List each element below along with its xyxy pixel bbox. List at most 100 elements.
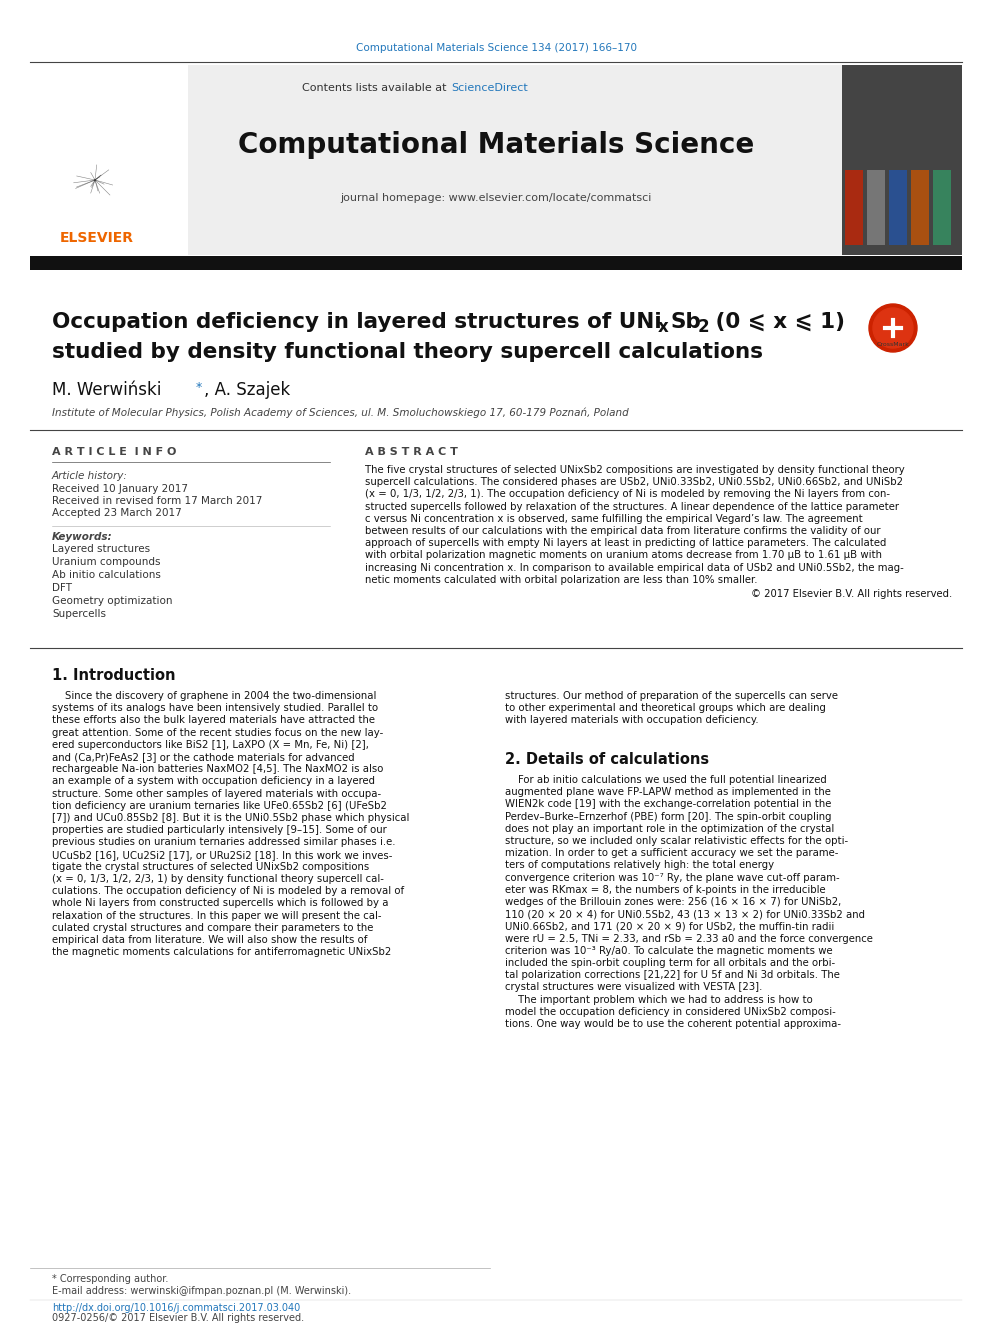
Text: culated crystal structures and compare their parameters to the: culated crystal structures and compare t… (52, 923, 373, 933)
Text: 110 (20 × 20 × 4) for UNi0.5Sb2, 43 (13 × 13 × 2) for UNi0.33Sb2 and: 110 (20 × 20 × 4) for UNi0.5Sb2, 43 (13 … (505, 909, 865, 919)
Text: (x = 0, 1/3, 1/2, 2/3, 1). The occupation deficiency of Ni is modeled by removin: (x = 0, 1/3, 1/2, 2/3, 1). The occupatio… (365, 490, 890, 499)
Bar (889, 169, 907, 245)
Text: tion deficiency are uranium ternaries like UFe0.65Sb2 [6] (UFeSb2: tion deficiency are uranium ternaries li… (52, 800, 387, 811)
Text: The important problem which we had to address is how to: The important problem which we had to ad… (505, 995, 812, 1004)
Text: Perdev–Burke–Ernzerhof (PBE) form [20]. The spin-orbit coupling: Perdev–Burke–Ernzerhof (PBE) form [20]. … (505, 811, 831, 822)
Text: ered superconductors like BiS2 [1], LaXPO (X = Mn, Fe, Ni) [2],: ered superconductors like BiS2 [1], LaXP… (52, 740, 369, 750)
Text: Since the discovery of graphene in 2004 the two-dimensional: Since the discovery of graphene in 2004 … (52, 691, 376, 701)
Text: the magnetic moments calculations for antiferromagnetic UNixSb2: the magnetic moments calculations for an… (52, 947, 391, 958)
Text: rechargeable Na-ion batteries NaxMO2 [4,5]. The NaxMO2 is also: rechargeable Na-ion batteries NaxMO2 [4,… (52, 765, 383, 774)
Text: Computational Materials Science: Computational Materials Science (238, 131, 754, 159)
Text: an example of a system with occupation deficiency in a layered: an example of a system with occupation d… (52, 777, 375, 786)
Text: culations. The occupation deficiency of Ni is modeled by a removal of: culations. The occupation deficiency of … (52, 886, 404, 896)
Text: augmented plane wave FP-LAPW method as implemented in the: augmented plane wave FP-LAPW method as i… (505, 787, 831, 798)
Text: with layered materials with occupation deficiency.: with layered materials with occupation d… (505, 716, 759, 725)
Text: E-mail address: werwinski@ifmpan.poznan.pl (M. Werwinski).: E-mail address: werwinski@ifmpan.poznan.… (52, 1286, 351, 1297)
Text: Article history:: Article history: (52, 471, 128, 482)
Text: ELSEVIER: ELSEVIER (60, 232, 134, 245)
Text: UNi0.66Sb2, and 171 (20 × 20 × 9) for USb2, the muffin-tin radii: UNi0.66Sb2, and 171 (20 × 20 × 9) for US… (505, 921, 834, 931)
Text: A R T I C L E  I N F O: A R T I C L E I N F O (52, 447, 177, 456)
Text: included the spin-orbit coupling term for all orbitals and the orbi-: included the spin-orbit coupling term fo… (505, 958, 835, 968)
Text: 1. Introduction: 1. Introduction (52, 668, 176, 684)
Text: For ab initio calculations we used the full potential linearized: For ab initio calculations we used the f… (505, 775, 826, 785)
Text: eter was RKmax = 8, the numbers of k-points in the irreducible: eter was RKmax = 8, the numbers of k-poi… (505, 885, 825, 894)
Text: Ab initio calculations: Ab initio calculations (52, 570, 161, 579)
Text: properties are studied particularly intensively [9–15]. Some of our: properties are studied particularly inte… (52, 826, 387, 835)
Text: structure. Some other samples of layered materials with occupa-: structure. Some other samples of layered… (52, 789, 381, 799)
Text: empirical data from literature. We will also show the results of: empirical data from literature. We will … (52, 935, 367, 945)
Text: does not play an important role in the optimization of the crystal: does not play an important role in the o… (505, 824, 834, 833)
Text: these efforts also the bulk layered materials have attracted the: these efforts also the bulk layered mate… (52, 716, 375, 725)
Text: netic moments calculated with orbital polarization are less than 10% smaller.: netic moments calculated with orbital po… (365, 574, 758, 585)
Bar (933, 169, 951, 245)
Text: supercell calculations. The considered phases are USb2, UNi0.33Sb2, UNi0.5Sb2, U: supercell calculations. The considered p… (365, 478, 903, 487)
Text: whole Ni layers from constructed supercells which is followed by a: whole Ni layers from constructed superce… (52, 898, 389, 909)
Text: 2: 2 (698, 318, 709, 336)
Text: great attention. Some of the recent studies focus on the new lay-: great attention. Some of the recent stud… (52, 728, 383, 738)
Text: 2. Details of calculations: 2. Details of calculations (505, 753, 709, 767)
Text: systems of its analogs have been intensively studied. Parallel to: systems of its analogs have been intensi… (52, 704, 378, 713)
Text: Accepted 23 March 2017: Accepted 23 March 2017 (52, 508, 182, 519)
Text: * Corresponding author.: * Corresponding author. (52, 1274, 169, 1285)
Text: , A. Szajek: , A. Szajek (204, 381, 291, 400)
Text: increasing Ni concentration x. In comparison to available empirical data of USb2: increasing Ni concentration x. In compar… (365, 562, 904, 573)
Text: mization. In order to get a sufficient accuracy we set the parame-: mization. In order to get a sufficient a… (505, 848, 838, 859)
Text: tal polarization corrections [21,22] for U 5f and Ni 3d orbitals. The: tal polarization corrections [21,22] for… (505, 970, 840, 980)
Text: Keywords:: Keywords: (52, 532, 113, 542)
Text: relaxation of the structures. In this paper we will present the cal-: relaxation of the structures. In this pa… (52, 910, 382, 921)
FancyBboxPatch shape (842, 65, 962, 255)
Bar (845, 169, 863, 245)
Text: tions. One way would be to use the coherent potential approxima-: tions. One way would be to use the coher… (505, 1019, 841, 1029)
Text: ScienceDirect: ScienceDirect (451, 83, 528, 93)
Text: journal homepage: www.elsevier.com/locate/commatsci: journal homepage: www.elsevier.com/locat… (340, 193, 652, 202)
Text: DFT: DFT (52, 583, 72, 593)
Text: tigate the crystal structures of selected UNixSb2 compositions: tigate the crystal structures of selecte… (52, 861, 369, 872)
FancyBboxPatch shape (30, 65, 962, 255)
Text: criterion was 10⁻³ Ry/a0. To calculate the magnetic moments we: criterion was 10⁻³ Ry/a0. To calculate t… (505, 946, 832, 955)
Text: studied by density functional theory supercell calculations: studied by density functional theory sup… (52, 343, 763, 363)
Text: and (Ca,Pr)FeAs2 [3] or the cathode materials for advanced: and (Ca,Pr)FeAs2 [3] or the cathode mate… (52, 751, 354, 762)
Text: Institute of Molecular Physics, Polish Academy of Sciences, ul. M. Smoluchowskie: Institute of Molecular Physics, Polish A… (52, 407, 629, 418)
Text: Supercells: Supercells (52, 609, 106, 619)
Text: CrossMark: CrossMark (877, 341, 910, 347)
Text: © 2017 Elsevier B.V. All rights reserved.: © 2017 Elsevier B.V. All rights reserved… (751, 589, 952, 599)
Text: Layered structures: Layered structures (52, 544, 150, 554)
Text: c versus Ni concentration x is observed, same fulfilling the empirical Vegard’s : c versus Ni concentration x is observed,… (365, 513, 863, 524)
Text: http://dx.doi.org/10.1016/j.commatsci.2017.03.040: http://dx.doi.org/10.1016/j.commatsci.20… (52, 1303, 301, 1312)
Text: [7]) and UCu0.85Sb2 [8]. But it is the UNi0.5Sb2 phase which physical: [7]) and UCu0.85Sb2 [8]. But it is the U… (52, 814, 410, 823)
Text: convergence criterion was 10⁻⁷ Ry, the plane wave cut-off param-: convergence criterion was 10⁻⁷ Ry, the p… (505, 873, 839, 882)
Text: The five crystal structures of selected UNixSb2 compositions are investigated by: The five crystal structures of selected … (365, 464, 905, 475)
Text: WIEN2k code [19] with the exchange-correlation potential in the: WIEN2k code [19] with the exchange-corre… (505, 799, 831, 810)
Text: A B S T R A C T: A B S T R A C T (365, 447, 458, 456)
Bar (30, 255, 962, 270)
Text: approach of supercells with empty Ni layers at least in predicting of lattice pa: approach of supercells with empty Ni lay… (365, 538, 887, 548)
Text: Received in revised form 17 March 2017: Received in revised form 17 March 2017 (52, 496, 262, 505)
Bar (867, 169, 885, 245)
Text: 0927-0256/© 2017 Elsevier B.V. All rights reserved.: 0927-0256/© 2017 Elsevier B.V. All right… (52, 1312, 305, 1323)
Text: were rU = 2.5, TNi = 2.33, and rSb = 2.33 a0 and the force convergence: were rU = 2.5, TNi = 2.33, and rSb = 2.3… (505, 934, 873, 943)
Circle shape (873, 308, 913, 348)
Text: structures. Our method of preparation of the supercells can serve: structures. Our method of preparation of… (505, 691, 838, 701)
Text: Uranium compounds: Uranium compounds (52, 557, 161, 568)
Text: wedges of the Brillouin zones were: 256 (16 × 16 × 7) for UNiSb2,: wedges of the Brillouin zones were: 256 … (505, 897, 841, 908)
Bar (911, 169, 929, 245)
Text: ters of computations relatively high: the total energy: ters of computations relatively high: th… (505, 860, 774, 871)
Text: between results of our calculations with the empirical data from literature conf: between results of our calculations with… (365, 527, 881, 536)
Text: Contents lists available at: Contents lists available at (302, 83, 450, 93)
Text: (x = 0, 1/3, 1/2, 2/3, 1) by density functional theory supercell cal-: (x = 0, 1/3, 1/2, 2/3, 1) by density fun… (52, 875, 384, 884)
Text: structure, so we included only scalar relativistic effects for the opti-: structure, so we included only scalar re… (505, 836, 848, 845)
Text: model the occupation deficiency in considered UNixSb2 composi-: model the occupation deficiency in consi… (505, 1007, 835, 1017)
Text: M. Werwiński: M. Werwiński (52, 381, 167, 400)
Text: (0 ⩽ x ⩽ 1): (0 ⩽ x ⩽ 1) (708, 312, 845, 332)
Text: Geometry optimization: Geometry optimization (52, 595, 173, 606)
Text: to other experimental and theoretical groups which are dealing: to other experimental and theoretical gr… (505, 704, 826, 713)
Text: *: * (196, 381, 202, 394)
Text: Sb: Sb (670, 312, 701, 332)
Text: previous studies on uranium ternaries addressed similar phases i.e.: previous studies on uranium ternaries ad… (52, 837, 396, 848)
Text: Received 10 January 2017: Received 10 January 2017 (52, 484, 188, 493)
Circle shape (869, 304, 917, 352)
Text: UCuSb2 [16], UCu2Si2 [17], or URu2Si2 [18]. In this work we inves-: UCuSb2 [16], UCu2Si2 [17], or URu2Si2 [1… (52, 849, 393, 860)
Text: with orbital polarization magnetic moments on uranium atoms decrease from 1.70 μ: with orbital polarization magnetic momen… (365, 550, 882, 561)
FancyBboxPatch shape (30, 65, 188, 255)
Text: structed supercells followed by relaxation of the structures. A linear dependenc: structed supercells followed by relaxati… (365, 501, 899, 512)
